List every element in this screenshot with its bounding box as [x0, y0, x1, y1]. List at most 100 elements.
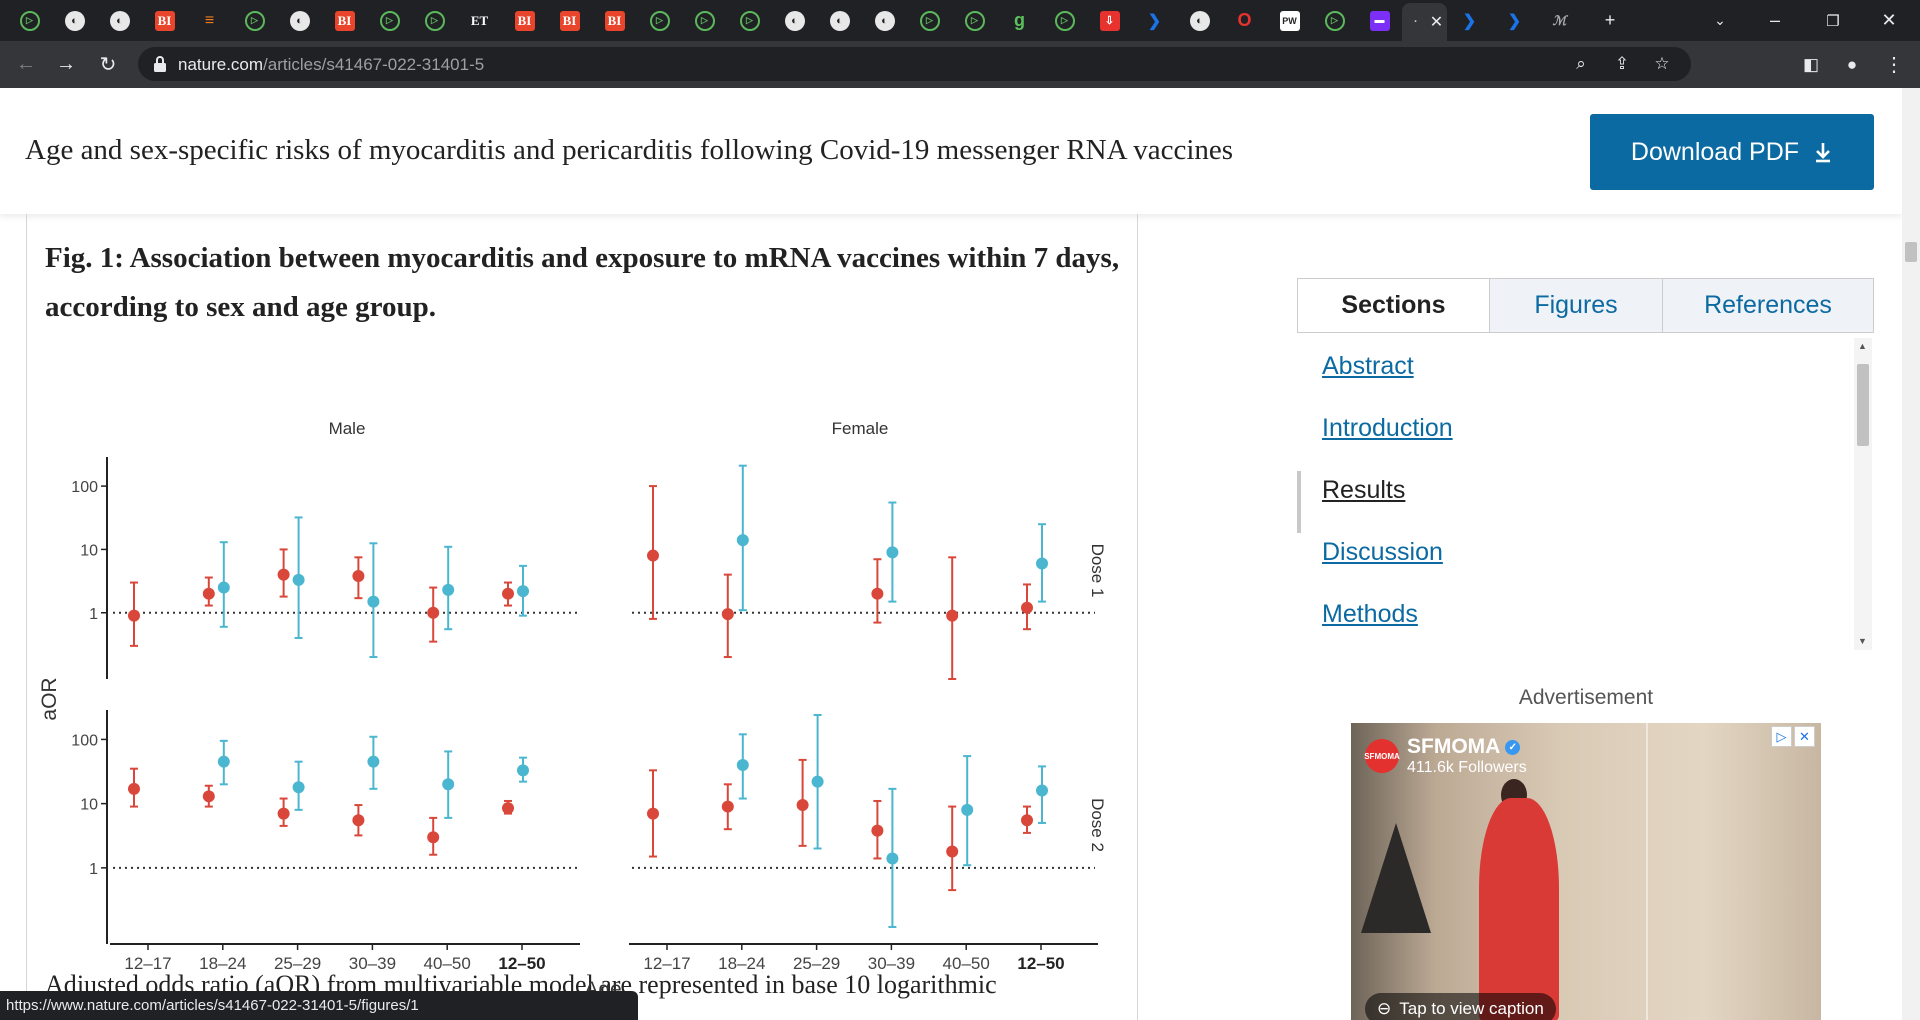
- browser-tab[interactable]: ❯: [1132, 0, 1177, 41]
- purple-icon: ▬: [1369, 10, 1390, 31]
- download-pdf-label: Download PDF: [1630, 137, 1800, 166]
- browser-tab[interactable]: BI: [142, 0, 187, 41]
- et-icon: ET: [470, 12, 489, 28]
- ad-brand-name: SFMOMA ✓: [1407, 735, 1521, 759]
- data-point: [277, 568, 290, 581]
- data-point: [736, 534, 749, 547]
- globe-icon: ◐: [109, 10, 130, 31]
- browser-tab[interactable]: ❯: [1447, 0, 1492, 41]
- play-icon: ▷: [424, 10, 445, 31]
- verified-icon: ✓: [1505, 739, 1521, 755]
- data-point: [367, 595, 380, 608]
- browser-tab[interactable]: ◐: [1177, 0, 1222, 41]
- profile-icon[interactable]: ●: [1846, 54, 1858, 74]
- page-scrollbar[interactable]: [1902, 88, 1920, 1020]
- browser-tab[interactable]: g: [997, 0, 1042, 41]
- ad-choices-icon[interactable]: ▷: [1771, 726, 1792, 747]
- section-link-introduction[interactable]: Introduction: [1322, 414, 1453, 442]
- address-bar[interactable]: nature.com/articles/s41467-022-31401-5 ⌕…: [138, 47, 1691, 81]
- data-point: [128, 609, 140, 622]
- tab-search-chevron-icon[interactable]: ⌄: [1714, 12, 1726, 28]
- scroll-up-icon[interactable]: ▲: [1858, 341, 1867, 351]
- section-link-discussion[interactable]: Discussion: [1322, 538, 1443, 566]
- reload-button[interactable]: ↻: [99, 54, 117, 76]
- close-window-button[interactable]: ✕: [1881, 10, 1897, 30]
- globe-icon: ◐: [784, 10, 805, 31]
- forward-button[interactable]: →: [56, 53, 76, 75]
- play-icon: ▷: [919, 10, 940, 31]
- browser-tab[interactable]: ◐: [862, 0, 907, 41]
- browser-tab[interactable]: BI: [547, 0, 592, 41]
- minimize-button[interactable]: –: [1769, 10, 1780, 30]
- browser-tab[interactable]: ℳ: [1537, 0, 1582, 41]
- browser-tab[interactable]: O: [1222, 0, 1267, 41]
- restore-button[interactable]: ❐: [1826, 12, 1840, 30]
- globe-icon: ◐: [829, 10, 850, 31]
- browser-tab[interactable]: ◐: [277, 0, 322, 41]
- scroll-down-icon[interactable]: ▼: [1858, 636, 1867, 646]
- browser-tab[interactable]: ▬: [1357, 0, 1402, 41]
- browser-tab[interactable]: ◐: [52, 0, 97, 41]
- browser-tab[interactable]: BI: [322, 0, 367, 41]
- section-link-methods[interactable]: Methods: [1322, 600, 1418, 628]
- back-button[interactable]: ←: [16, 53, 36, 75]
- browser-tab[interactable]: ▷: [412, 0, 457, 41]
- section-link-abstract[interactable]: Abstract: [1322, 352, 1414, 380]
- ad-background: [1351, 723, 1821, 1020]
- pi-icon: PW: [1279, 10, 1300, 31]
- section-link-results[interactable]: Results: [1322, 476, 1406, 504]
- browser-tab[interactable]: ▷: [952, 0, 997, 41]
- browser-tab[interactable]: ◐: [97, 0, 142, 41]
- browser-tab[interactable]: ◐: [772, 0, 817, 41]
- browser-tab[interactable]: ▷: [637, 0, 682, 41]
- browser-tab[interactable]: ▷: [682, 0, 727, 41]
- browser-tab[interactable]: PW: [1267, 0, 1312, 41]
- side-panel-icon[interactable]: ◧: [1802, 54, 1820, 74]
- caption-icon: ⊖: [1377, 999, 1392, 1018]
- article-header: Age and sex-specific risks of myocarditi…: [0, 88, 1902, 214]
- browser-tab[interactable]: ≡: [187, 0, 232, 41]
- close-tab-icon[interactable]: ✕: [1429, 14, 1444, 31]
- browser-tab[interactable]: ◐: [817, 0, 862, 41]
- browser-tab[interactable]: ▷: [7, 0, 52, 41]
- download-icon: [1816, 143, 1831, 163]
- figure-chart[interactable]: Male Female 1 10 100 Dose 1 1 10 100 Dose 2 12–17 1…: [28, 407, 1110, 1020]
- globe-icon: ◐: [874, 10, 895, 31]
- article-title: Age and sex-specific risks of myocarditi…: [25, 134, 1234, 166]
- browser-tab[interactable]: ⇩: [1087, 0, 1132, 41]
- sections-scroll-thumb[interactable]: [1857, 364, 1869, 446]
- download-pdf-button[interactable]: Download PDF: [1590, 114, 1874, 190]
- ad-choices[interactable]: ▷ ✕: [1771, 726, 1815, 747]
- browser-tab[interactable]: BI: [502, 0, 547, 41]
- y-tick-label: 10: [80, 797, 98, 814]
- ad-figure-dress: [1479, 798, 1559, 1020]
- tab-sections[interactable]: Sections: [1298, 279, 1489, 332]
- advertisement[interactable]: SFMOMA SFMOMA ✓ 411.6k Followers ▷ ✕ ⊖ Tap…: [1351, 723, 1821, 1020]
- browser-tab[interactable]: · ✕: [1402, 3, 1447, 41]
- page-scroll-thumb[interactable]: [1905, 242, 1917, 262]
- browser-tab[interactable]: ▷: [727, 0, 772, 41]
- browser-tab[interactable]: ▷: [1312, 0, 1357, 41]
- y-tick-label: 1: [89, 861, 98, 878]
- zoom-icon[interactable]: ⌕: [1576, 54, 1586, 73]
- tab-figures[interactable]: Figures: [1489, 279, 1662, 332]
- new-tab-button[interactable]: +: [1604, 10, 1616, 30]
- sections-panel: Sections Figures References Abstract Int…: [1297, 278, 1874, 674]
- omnibar: ← → ↻ nature.com/articles/s41467-022-314…: [0, 41, 1920, 88]
- ad-caption-button[interactable]: ⊖ Tap to view caption: [1365, 993, 1556, 1020]
- menu-icon[interactable]: ⋮: [1884, 54, 1904, 76]
- share-icon[interactable]: ⇪: [1614, 54, 1630, 73]
- browser-tab[interactable]: ET: [457, 0, 502, 41]
- browser-tab[interactable]: ▷: [1042, 0, 1087, 41]
- data-point: [871, 824, 884, 837]
- ad-close-icon[interactable]: ✕: [1794, 726, 1815, 747]
- browser-tab[interactable]: BI: [592, 0, 637, 41]
- bookmark-star-icon[interactable]: ☆: [1654, 54, 1670, 73]
- x-tick-label: 40–50: [943, 954, 990, 973]
- browser-tab[interactable]: ❯: [1492, 0, 1537, 41]
- sections-scrollbar[interactable]: ▲ ▼: [1854, 338, 1872, 650]
- tab-references[interactable]: References: [1662, 279, 1873, 332]
- browser-tab[interactable]: ▷: [907, 0, 952, 41]
- browser-tab[interactable]: ▷: [367, 0, 412, 41]
- browser-tab[interactable]: ▷: [232, 0, 277, 41]
